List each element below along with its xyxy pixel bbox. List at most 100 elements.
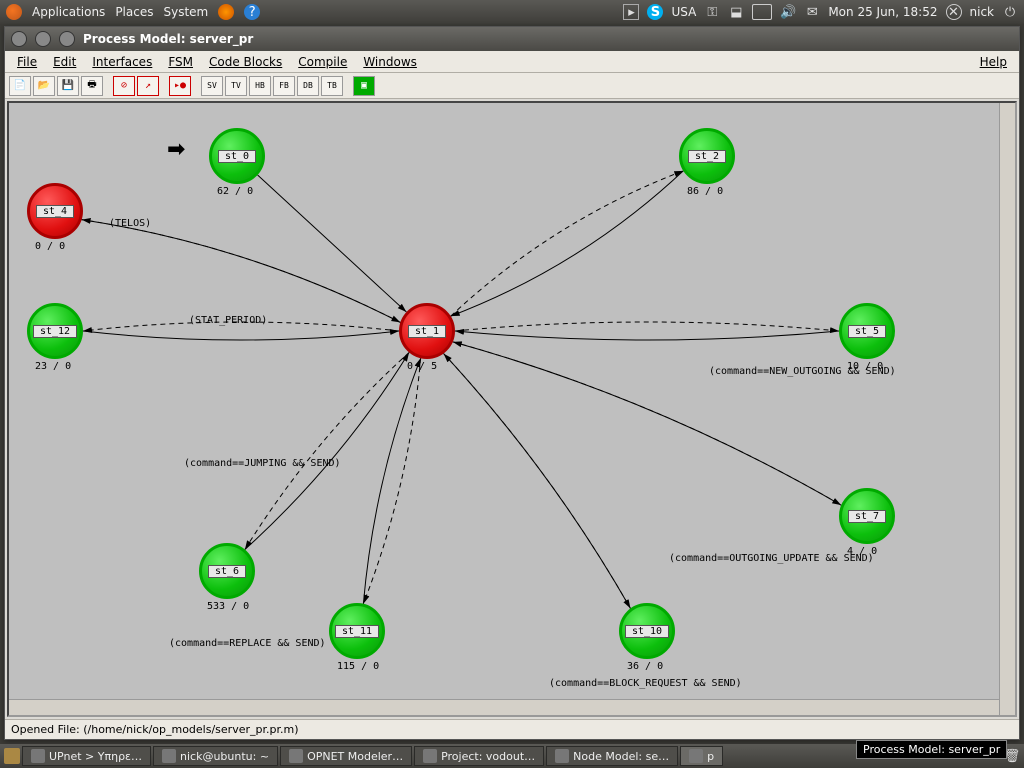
tool-tb-button[interactable]: TB xyxy=(321,76,343,96)
taskbar-item[interactable]: Project: vodout… xyxy=(414,746,544,766)
clock[interactable]: Mon 25 Jun, 18:52 xyxy=(828,5,937,19)
status-text: Opened File: (/home/nick/op_models/serve… xyxy=(11,723,299,736)
transition-st_4-st_1[interactable] xyxy=(82,220,401,323)
mail-icon[interactable]: ✉ xyxy=(804,4,820,20)
state-name-box: st_12 xyxy=(33,325,77,338)
transition-st_1-st_4[interactable] xyxy=(82,220,401,323)
transition-st_10-st_1[interactable] xyxy=(444,354,631,609)
transition-label: (command==NEW_OUTGOING && SEND) xyxy=(709,366,896,377)
state-st_6[interactable]: st_6 xyxy=(199,543,255,599)
state-name-box: st_10 xyxy=(625,625,669,638)
state-stats-st_12: 23 / 0 xyxy=(35,361,71,372)
taskbar-item[interactable]: Node Model: se… xyxy=(546,746,678,766)
tool-new-icon[interactable]: 📄 xyxy=(9,76,31,96)
task-label: Node Model: se… xyxy=(573,750,669,763)
transition-label: (command==JUMPING && SEND) xyxy=(184,458,341,469)
transition-label: (command==OUTGOING_UPDATE && SEND) xyxy=(669,553,874,564)
tool-open-icon[interactable]: 📂 xyxy=(33,76,55,96)
task-app-icon xyxy=(689,749,703,763)
window-minimize-button[interactable] xyxy=(11,31,27,47)
task-app-icon xyxy=(162,749,176,763)
menu-windows[interactable]: Windows xyxy=(357,53,423,71)
tool-fb-button[interactable]: FB xyxy=(273,76,295,96)
window-close-button[interactable] xyxy=(59,31,75,47)
state-st_0[interactable]: st_0 xyxy=(209,128,265,184)
power-icon[interactable]: ⏻ xyxy=(1002,4,1018,20)
transition-st_1-st_5[interactable] xyxy=(455,322,839,331)
wifi-icon[interactable]: ⚿ xyxy=(704,4,720,20)
state-stats-st_0: 62 / 0 xyxy=(217,186,253,197)
state-st_12[interactable]: st_12 xyxy=(27,303,83,359)
transition-st_5-st_1[interactable] xyxy=(455,331,839,340)
state-st_5[interactable]: st_5 xyxy=(839,303,895,359)
taskbar-item[interactable]: p xyxy=(680,746,723,766)
state-st_11[interactable]: st_11 xyxy=(329,603,385,659)
state-name-box: st_5 xyxy=(848,325,886,338)
battery-icon[interactable] xyxy=(752,4,772,20)
transition-st_0-st_1[interactable] xyxy=(258,175,407,312)
transition-st_1-st_11[interactable] xyxy=(363,358,420,603)
fsm-canvas[interactable]: st_062 / 0st_286 / 0st_40 / 0st_1223 / 0… xyxy=(7,101,1017,717)
skype-icon[interactable]: S xyxy=(647,4,663,20)
transition-label: (STAT_PERIOD) xyxy=(189,315,267,326)
tool-print-icon[interactable]: 🖶 xyxy=(81,76,103,96)
menu-edit[interactable]: Edit xyxy=(47,53,82,71)
state-st_2[interactable]: st_2 xyxy=(679,128,735,184)
transition-st_6-st_1[interactable] xyxy=(245,353,409,550)
transition-st_1-st_2[interactable] xyxy=(451,171,684,316)
state-st_4[interactable]: st_4 xyxy=(27,183,83,239)
menu-places[interactable]: Places xyxy=(115,5,153,19)
menu-system[interactable]: System xyxy=(163,5,208,19)
transition-st_1-st_10[interactable] xyxy=(444,354,631,609)
task-label: OPNET Modeler… xyxy=(307,750,403,763)
session-icon[interactable]: ✕ xyxy=(946,4,962,20)
tool-hb-button[interactable]: HB xyxy=(249,76,271,96)
keyboard-indicator[interactable]: USA xyxy=(671,5,696,19)
vertical-scrollbar[interactable] xyxy=(999,103,1015,715)
state-st_10[interactable]: st_10 xyxy=(619,603,675,659)
horizontal-scrollbar[interactable] xyxy=(9,699,999,715)
show-desktop-icon[interactable] xyxy=(4,748,20,764)
menu-applications[interactable]: Applications xyxy=(32,5,105,19)
state-name-box: st_2 xyxy=(688,150,726,163)
taskbar-item[interactable]: nick@ubuntu: ~ xyxy=(153,746,278,766)
tool-sv-button[interactable]: SV xyxy=(201,76,223,96)
transition-st_12-st_1[interactable] xyxy=(83,331,399,340)
task-app-icon xyxy=(289,749,303,763)
state-name-box: st_0 xyxy=(218,150,256,163)
distro-logo-icon[interactable] xyxy=(6,4,22,20)
menu-interfaces[interactable]: Interfaces xyxy=(86,53,158,71)
tool-db-button[interactable]: DB xyxy=(297,76,319,96)
menu-help[interactable]: Help xyxy=(974,53,1013,71)
toolbar: 📄 📂 💾 🖶 ⊘ ↗ ▸● SV TV HB FB DB TB ▣ xyxy=(5,73,1019,99)
tool-state-icon[interactable]: ⊘ xyxy=(113,76,135,96)
state-name-box: st_6 xyxy=(208,565,246,578)
taskbar-item[interactable]: UPnet > Υπηρε… xyxy=(22,746,151,766)
menu-compile[interactable]: Compile xyxy=(292,53,353,71)
dropbox-icon[interactable]: ⬓ xyxy=(728,4,744,20)
state-st_1[interactable]: st_1 xyxy=(399,303,455,359)
menu-file[interactable]: File xyxy=(11,53,43,71)
tool-initial-icon[interactable]: ▸● xyxy=(169,76,191,96)
transition-st_11-st_1[interactable] xyxy=(363,358,420,603)
menu-codeblocks[interactable]: Code Blocks xyxy=(203,53,288,71)
gnome-top-panel: Applications Places System ? ▸ S USA ⚿ ⬓… xyxy=(0,0,1024,24)
tool-tv-button[interactable]: TV xyxy=(225,76,247,96)
transition-st_2-st_1[interactable] xyxy=(451,171,684,316)
state-st_7[interactable]: st_7 xyxy=(839,488,895,544)
tool-transition-icon[interactable]: ↗ xyxy=(137,76,159,96)
volume-icon[interactable]: 🔊 xyxy=(780,4,796,20)
tool-compile-icon[interactable]: ▣ xyxy=(353,76,375,96)
initial-state-arrow-icon: ➡ xyxy=(167,137,185,162)
tool-save-icon[interactable]: 💾 xyxy=(57,76,79,96)
help-icon[interactable]: ? xyxy=(244,4,260,20)
transition-st_1-st_6[interactable] xyxy=(245,353,409,550)
menubar: File Edit Interfaces FSM Code Blocks Com… xyxy=(5,51,1019,73)
user-label[interactable]: nick xyxy=(970,5,995,19)
window-maximize-button[interactable] xyxy=(35,31,51,47)
taskbar-item[interactable]: OPNET Modeler… xyxy=(280,746,412,766)
window-titlebar[interactable]: Process Model: server_pr xyxy=(5,27,1019,51)
firefox-icon[interactable] xyxy=(218,4,234,20)
terminal-icon[interactable]: ▸ xyxy=(623,4,639,20)
menu-fsm[interactable]: FSM xyxy=(162,53,199,71)
